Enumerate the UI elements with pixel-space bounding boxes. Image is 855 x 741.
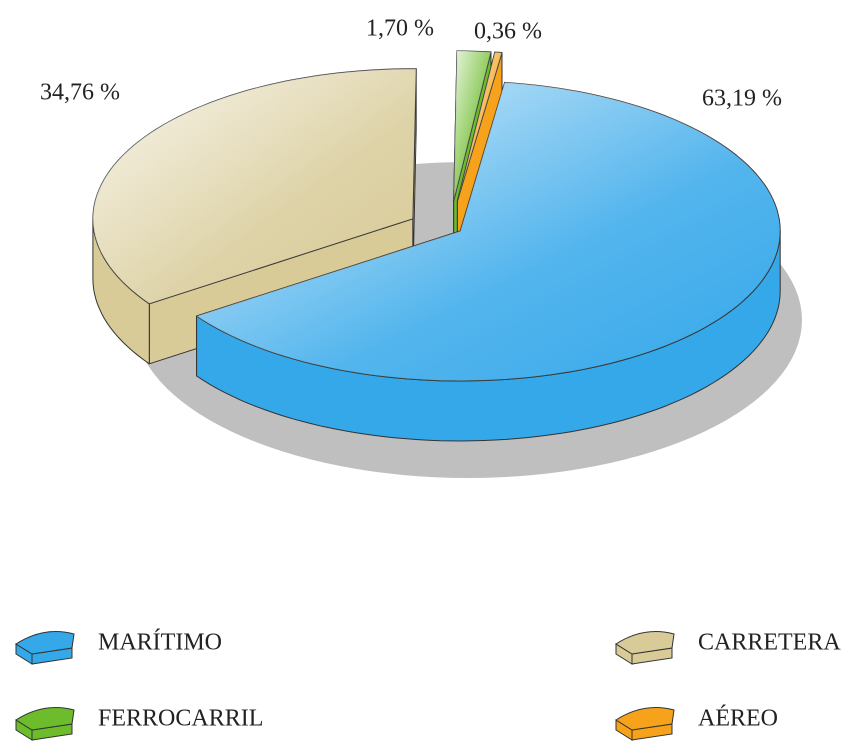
legend-icon (615, 631, 675, 655)
data-label: 63,19 % (702, 86, 782, 112)
slice-highlight (196, 82, 781, 382)
data-label: 1,70 % (366, 16, 434, 42)
legend-label: CARRETERA (698, 630, 841, 656)
legend-label: MARÍTIMO (98, 630, 222, 656)
slice-highlight (93, 68, 417, 304)
slice-highlight (453, 50, 491, 201)
legend-icon (615, 707, 675, 731)
legend-icon (15, 631, 75, 655)
legend-label: AÉREO (698, 706, 778, 732)
legend-label: FERROCARRIL (98, 706, 263, 732)
data-label: 34,76 % (40, 80, 120, 106)
data-label: 0,36 % (474, 19, 542, 45)
legend-icon (15, 707, 75, 731)
slice-highlight (457, 52, 502, 201)
